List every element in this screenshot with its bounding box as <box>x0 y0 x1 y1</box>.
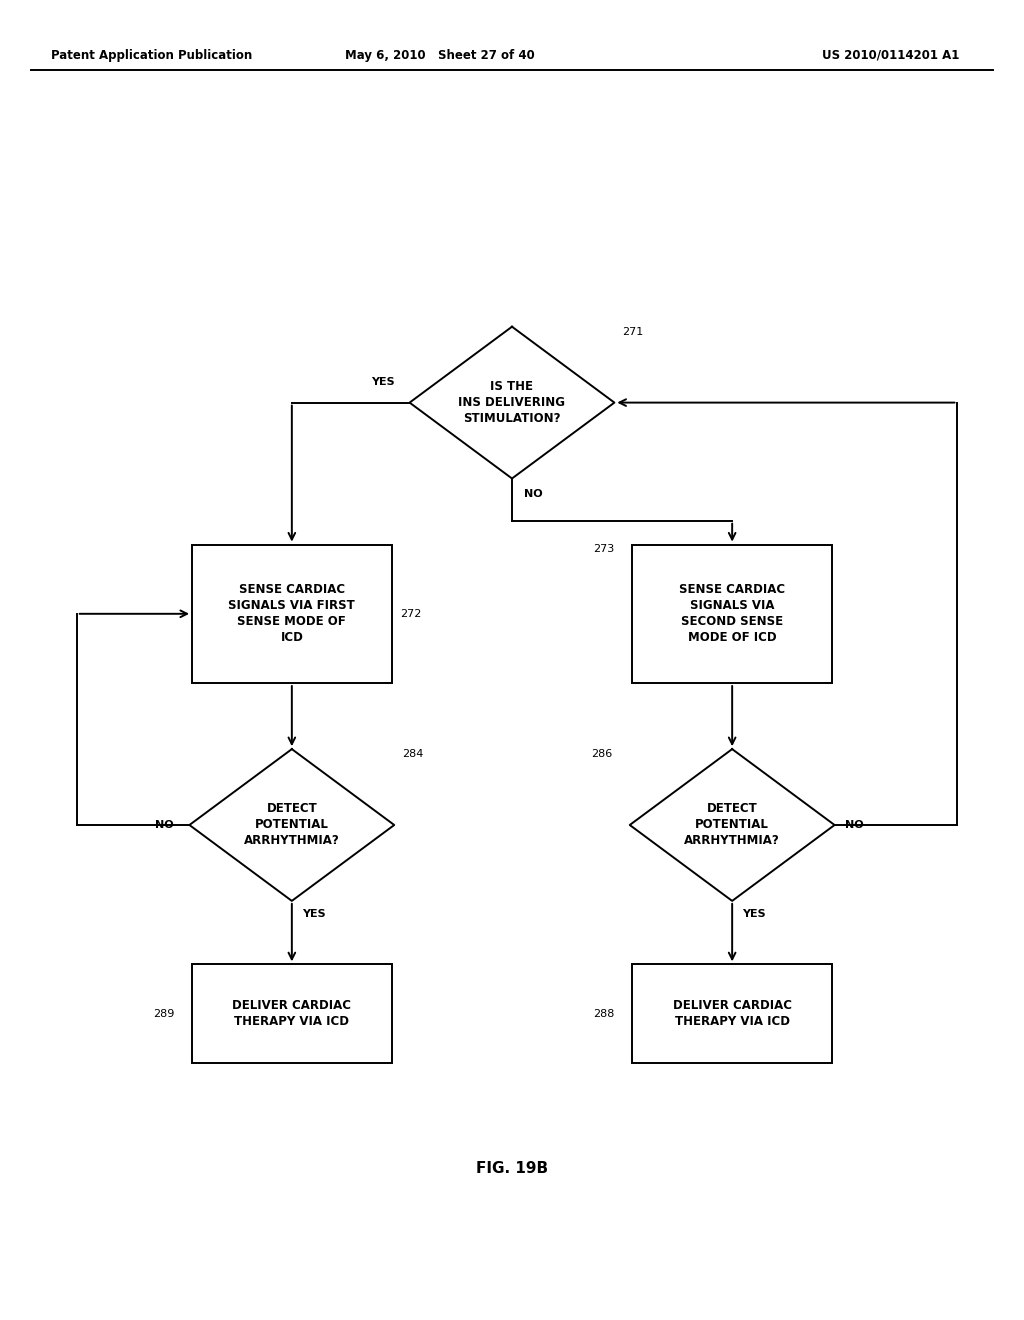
Text: SENSE CARDIAC
SIGNALS VIA FIRST
SENSE MODE OF
ICD: SENSE CARDIAC SIGNALS VIA FIRST SENSE MO… <box>228 583 355 644</box>
Bar <box>632 544 831 682</box>
Text: YES: YES <box>302 908 326 919</box>
Text: DELIVER CARDIAC
THERAPY VIA ICD: DELIVER CARDIAC THERAPY VIA ICD <box>232 999 351 1028</box>
Text: 288: 288 <box>593 1008 614 1019</box>
Text: 272: 272 <box>399 609 421 619</box>
Bar <box>191 544 391 682</box>
Bar <box>632 964 831 1064</box>
Text: 273: 273 <box>593 544 614 554</box>
Text: Patent Application Publication: Patent Application Publication <box>51 49 253 62</box>
Text: DETECT
POTENTIAL
ARRHYTHMIA?: DETECT POTENTIAL ARRHYTHMIA? <box>244 803 340 847</box>
Text: NO: NO <box>524 490 543 499</box>
Text: 286: 286 <box>591 750 612 759</box>
Text: YES: YES <box>742 908 766 919</box>
Text: DELIVER CARDIAC
THERAPY VIA ICD: DELIVER CARDIAC THERAPY VIA ICD <box>673 999 792 1028</box>
Bar <box>191 964 391 1064</box>
Text: FIG. 19B: FIG. 19B <box>476 1160 548 1176</box>
Text: IS THE
INS DELIVERING
STIMULATION?: IS THE INS DELIVERING STIMULATION? <box>459 380 565 425</box>
Text: YES: YES <box>371 376 394 387</box>
Text: US 2010/0114201 A1: US 2010/0114201 A1 <box>822 49 959 62</box>
Text: DETECT
POTENTIAL
ARRHYTHMIA?: DETECT POTENTIAL ARRHYTHMIA? <box>684 803 780 847</box>
Text: 284: 284 <box>402 750 424 759</box>
Text: 271: 271 <box>623 327 644 337</box>
Text: NO: NO <box>156 820 174 830</box>
Text: SENSE CARDIAC
SIGNALS VIA
SECOND SENSE
MODE OF ICD: SENSE CARDIAC SIGNALS VIA SECOND SENSE M… <box>679 583 785 644</box>
Text: 289: 289 <box>153 1008 174 1019</box>
Text: May 6, 2010   Sheet 27 of 40: May 6, 2010 Sheet 27 of 40 <box>345 49 536 62</box>
Text: NO: NO <box>845 820 863 830</box>
